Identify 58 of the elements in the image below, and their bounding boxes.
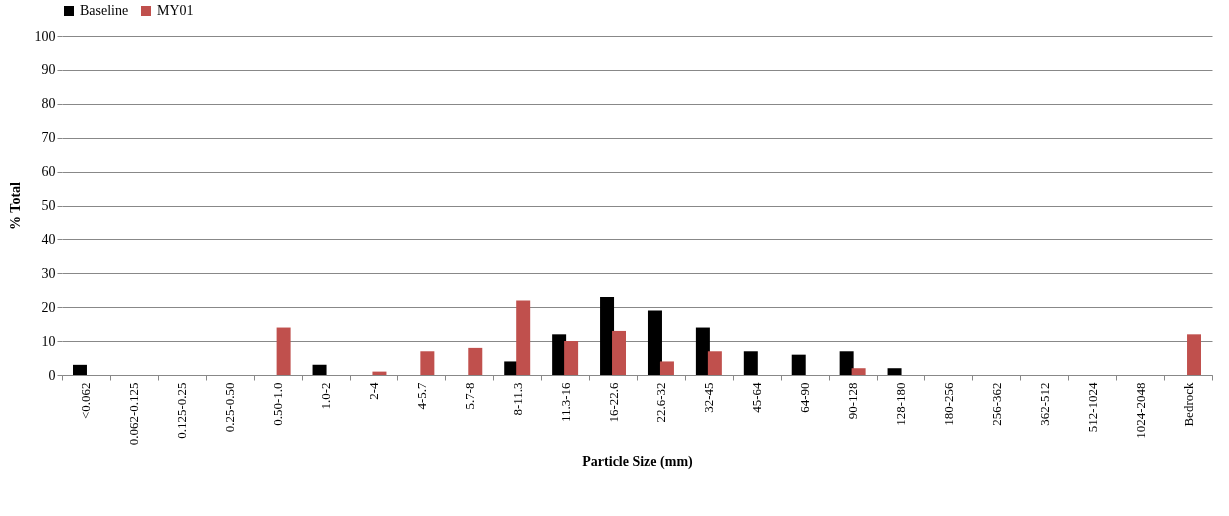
x-tick-label: 32-45 [701,382,717,413]
x-tick-label: 8-11.3 [509,382,525,416]
bar [1187,334,1202,375]
bar [695,327,710,375]
x-tick-label: 90-128 [845,382,861,420]
y-tick-label: 60 [41,164,56,180]
x-tick-label: 256-362 [988,382,1004,426]
x-tick-label: <0.062 [78,382,94,420]
bar [659,361,674,375]
bar [887,368,902,375]
x-tick-label: 0.50-1.0 [270,382,286,426]
y-tick-label: 80 [41,96,56,112]
x-tick-label: 22.6-32 [653,382,669,423]
legend-label: Baseline [80,3,129,18]
bar [851,368,866,375]
x-tick-label: 11.3-16 [557,382,573,423]
y-tick-label: 10 [41,333,56,349]
bar [72,364,87,375]
x-tick-label: 45-64 [749,382,765,413]
y-tick-label: 0 [48,367,56,383]
x-tick-label: 512-1024 [1084,382,1100,433]
y-tick-label: 20 [41,299,56,315]
bar [276,327,291,375]
x-tick-label: 0.062-0.125 [126,382,142,446]
y-tick-label: 50 [41,198,56,213]
bar [312,364,327,375]
legend-label: MY01 [157,3,194,18]
bar [600,297,615,375]
bar [791,354,806,375]
x-axis-title: Particle Size (mm) [582,454,694,471]
bar [468,347,483,375]
bar [647,310,662,375]
x-tick-label: Bedrock [1180,382,1196,427]
y-tick-label: 40 [41,231,56,247]
x-tick-label: 128-180 [893,382,909,426]
x-tick-label: 4-5.7 [413,382,429,410]
x-tick-label: 16-22.6 [605,382,621,423]
y-tick-label: 70 [41,130,56,146]
x-tick-label: 2-4 [365,382,381,400]
y-tick-label: 30 [41,265,56,281]
bar [516,300,531,375]
x-tick-label: 0.25-0.50 [222,382,238,433]
bar [743,351,758,375]
x-tick-label: 1024-2048 [1132,382,1148,439]
y-tick-label: 100 [34,28,56,44]
bar [707,351,722,375]
x-tick-label: 64-90 [797,382,813,413]
x-tick-label: 0.125-0.25 [174,382,190,439]
bar [612,330,627,375]
bar [839,351,854,375]
x-tick-label: 1.0-2 [318,382,334,410]
x-tick-label: 180-256 [940,382,956,426]
x-tick-label: 362-512 [1036,382,1052,426]
bar [564,341,579,375]
y-axis-title: % Total [7,181,23,230]
x-tick-label: 5.7-8 [461,382,477,410]
bar [420,351,435,375]
y-tick-label: 90 [41,62,56,78]
